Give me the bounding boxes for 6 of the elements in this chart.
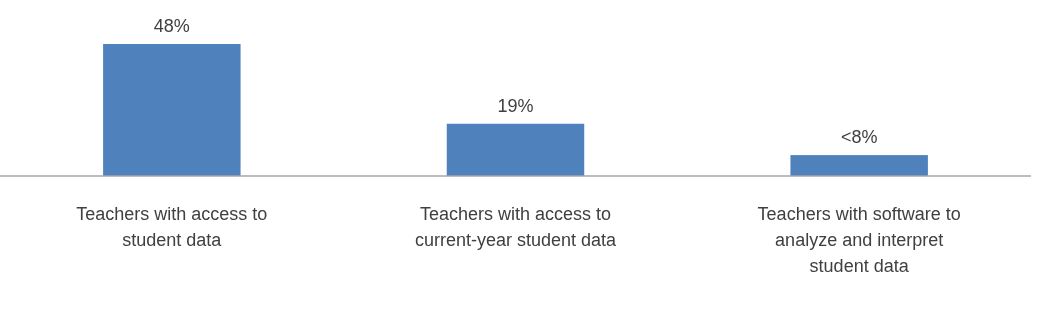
data-label: 48% — [153, 16, 190, 36]
x-tick-label: Teachers with access to current-year student data — [414, 204, 618, 250]
data-label: <8% — [840, 127, 878, 148]
data-label: 19% — [497, 95, 534, 116]
x-tick-label: Teachers with access to student data — [76, 204, 268, 250]
x-tick-label: Teachers with software to analyze and interpret student data — [757, 204, 961, 276]
